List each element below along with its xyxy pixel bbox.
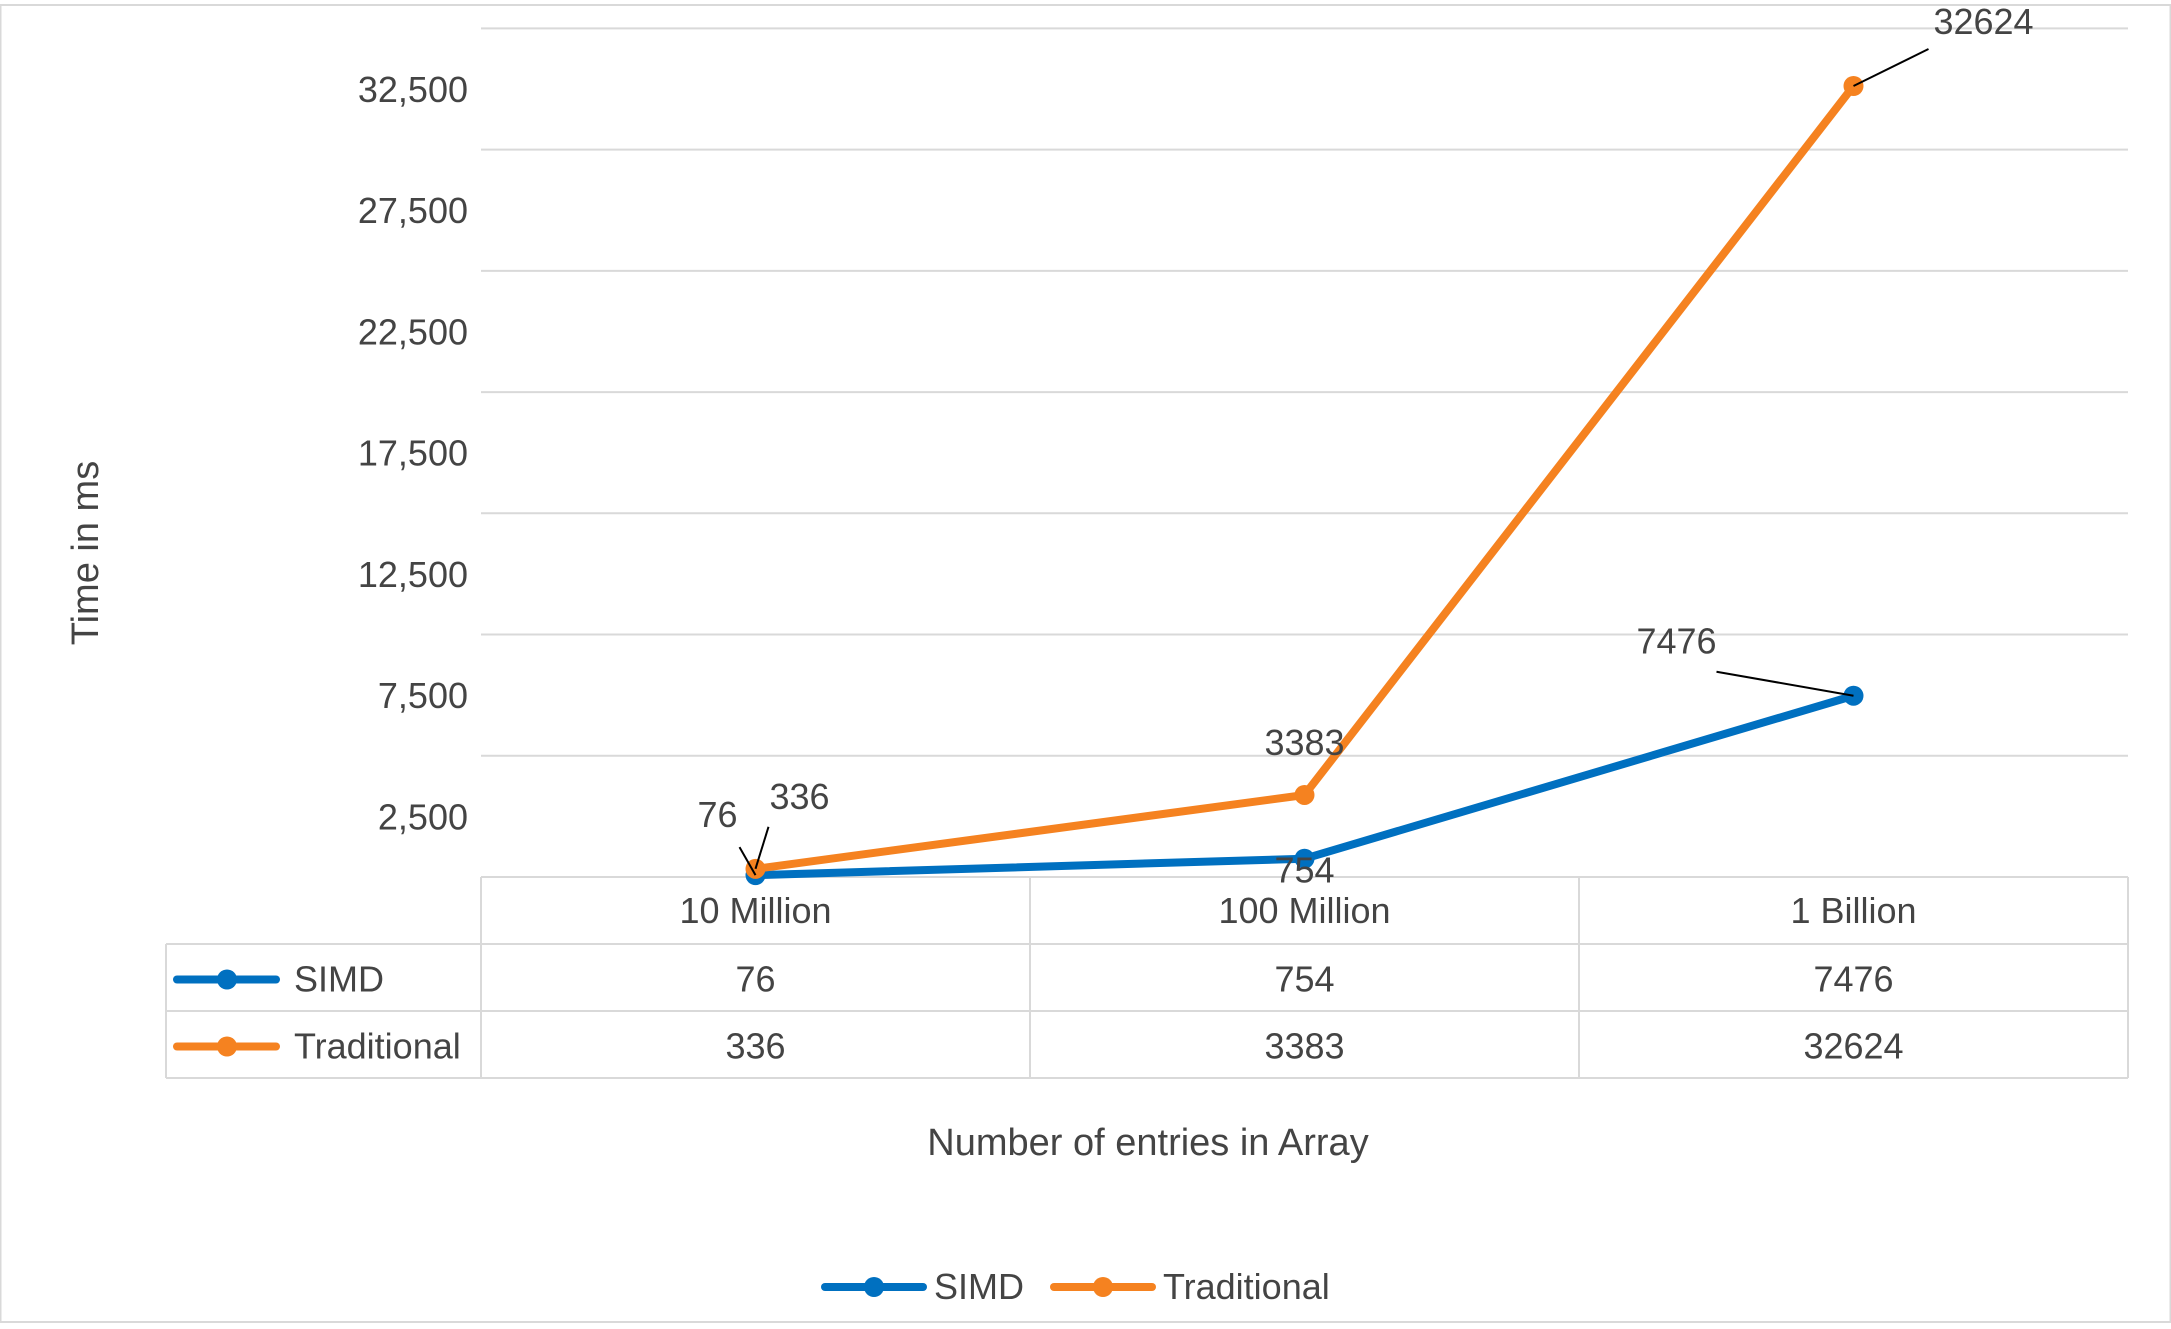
table-cell-value: 7476: [1813, 959, 1893, 1000]
y-axis-title: Time in ms: [65, 461, 107, 645]
y-tick-label: 22,500: [358, 311, 468, 352]
data-table: 10 Million 100 Million 1 Billion SIMD 76 754 7…: [165, 876, 2129, 1079]
data-point-simd: [1294, 848, 1315, 869]
data-label: 336: [769, 776, 829, 817]
table-cell-value: 76: [735, 959, 775, 1000]
table-cell-value: 32624: [1803, 1026, 1903, 1067]
y-tick-label: 12,500: [358, 554, 468, 595]
y-tick-label: 7,500: [378, 675, 468, 716]
legend-label: SIMD: [934, 1266, 1024, 1307]
data-point-traditional: [1294, 784, 1315, 805]
data-label: 754: [1274, 850, 1334, 891]
data-label: 32624: [1933, 1, 2033, 42]
leader-line: [738, 846, 757, 876]
table-cell-value: 336: [725, 1026, 785, 1067]
legend-key-marker: [1093, 1277, 1113, 1297]
legend-label: Traditional: [1163, 1266, 1330, 1307]
x-category-label: 100 Million: [1218, 890, 1390, 931]
leader-line: [1853, 48, 1929, 87]
y-tick-label: 17,500: [358, 433, 468, 474]
leader-line: [1716, 670, 1854, 697]
data-labels: 76 754 7476 336 3383 32624: [697, 1, 2033, 891]
table-series-name: Traditional: [294, 1026, 461, 1067]
y-tick-label: 27,500: [358, 190, 468, 231]
leader-line: [754, 826, 770, 870]
y-tick-label: 32,500: [358, 69, 468, 110]
chart-border: [0, 4, 2171, 1323]
data-label: 76: [697, 794, 737, 835]
table-series-name: SIMD: [294, 959, 384, 1000]
data-label: 3383: [1264, 722, 1344, 763]
table-key-marker: [217, 1036, 237, 1057]
y-tick-label: 2,500: [378, 796, 468, 837]
y-axis-ticks: 2,500 7,500 12,500 17,500 22,500 27,500 32,500: [358, 69, 468, 837]
legend-key-marker: [864, 1277, 884, 1297]
x-category-label: 1 Billion: [1790, 890, 1916, 931]
x-category-label: 10 Million: [679, 890, 831, 931]
x-axis-title: Number of entries in Array: [927, 1122, 1368, 1164]
data-label: 7476: [1636, 621, 1716, 662]
legend: SIMD Traditional: [821, 1266, 1330, 1307]
gridlines: [481, 27, 2128, 757]
table-key-marker: [217, 969, 237, 990]
table-cell-value: 3383: [1264, 1026, 1344, 1067]
table-cell-value: 754: [1274, 959, 1334, 1000]
